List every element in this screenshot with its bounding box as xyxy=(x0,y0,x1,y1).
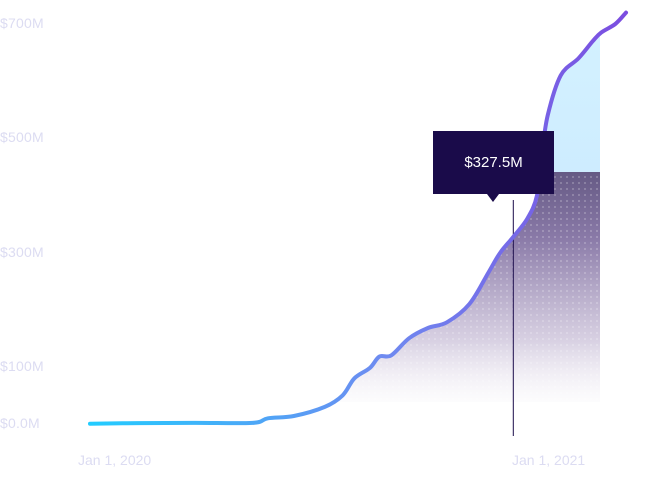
y-tick-label: $300M xyxy=(0,243,44,260)
area-fill-group xyxy=(334,33,600,402)
y-tick-label: $100M xyxy=(0,357,44,374)
y-tick-label: $0.0M xyxy=(0,415,40,431)
tooltip-value: $327.5M xyxy=(464,154,523,171)
x-tick-label: Jan 1, 2021 xyxy=(512,452,586,468)
value-tooltip: $327.5M xyxy=(433,131,554,194)
series-line xyxy=(88,10,628,426)
area-fill-light xyxy=(540,33,600,172)
tooltip-arrow xyxy=(487,194,499,202)
area-fill-texture xyxy=(334,172,600,402)
y-tick-label: $500M xyxy=(0,129,44,146)
y-tick-label: $700M xyxy=(0,15,44,31)
x-tick-label: Jan 1, 2020 xyxy=(78,452,152,468)
